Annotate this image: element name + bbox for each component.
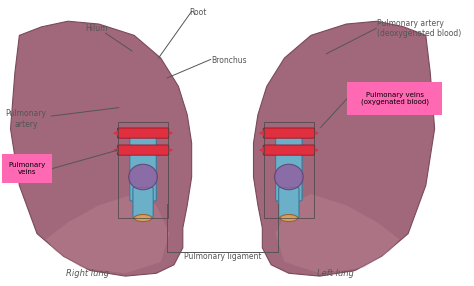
Polygon shape	[275, 194, 399, 273]
Text: Pulmonary artery
(deoxygenated blood): Pulmonary artery (deoxygenated blood)	[377, 19, 462, 38]
Bar	[264, 122, 314, 218]
FancyBboxPatch shape	[263, 128, 314, 138]
Ellipse shape	[280, 214, 298, 222]
Text: Pulmonary
veins: Pulmonary veins	[9, 162, 46, 175]
FancyBboxPatch shape	[133, 187, 153, 217]
Ellipse shape	[274, 164, 303, 190]
FancyBboxPatch shape	[118, 128, 169, 138]
Text: Pulmonary veins
(oxygenated blood): Pulmonary veins (oxygenated blood)	[361, 92, 428, 105]
Text: Left lung: Left lung	[317, 269, 354, 277]
Text: Pulmonary ligament: Pulmonary ligament	[184, 252, 261, 261]
Polygon shape	[254, 21, 435, 276]
FancyBboxPatch shape	[2, 154, 53, 183]
Text: Bronchus: Bronchus	[211, 56, 247, 65]
FancyBboxPatch shape	[130, 136, 156, 201]
FancyBboxPatch shape	[118, 145, 169, 155]
Ellipse shape	[129, 164, 157, 190]
Text: Right lung: Right lung	[66, 269, 109, 277]
FancyBboxPatch shape	[263, 145, 314, 155]
Polygon shape	[46, 194, 170, 273]
Bar	[118, 122, 168, 218]
Ellipse shape	[134, 214, 152, 222]
FancyBboxPatch shape	[279, 187, 299, 217]
Text: Pulmonary
artery: Pulmonary artery	[6, 109, 46, 129]
Text: Hilum: Hilum	[85, 23, 108, 33]
FancyBboxPatch shape	[347, 82, 442, 115]
Text: Root: Root	[190, 9, 207, 17]
Polygon shape	[10, 21, 191, 276]
FancyBboxPatch shape	[275, 136, 302, 201]
